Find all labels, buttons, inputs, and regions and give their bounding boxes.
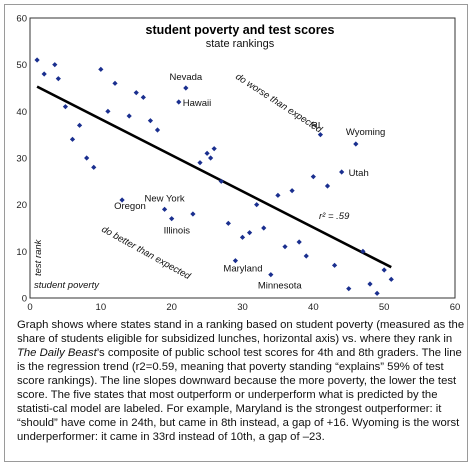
data-point	[346, 286, 352, 292]
data-point	[69, 136, 76, 142]
data-point	[374, 290, 380, 296]
data-point	[246, 230, 253, 236]
state-label: New York	[145, 193, 185, 204]
y-tick-label: 30	[16, 154, 27, 165]
state-label: Oregon	[114, 201, 146, 212]
data-point	[119, 197, 125, 203]
data-points	[34, 57, 394, 296]
data-point	[147, 118, 154, 124]
state-label: Illinois	[164, 226, 191, 237]
chart-frame	[4, 4, 468, 462]
state-label: Wyoming	[346, 127, 386, 138]
data-point	[161, 206, 168, 212]
data-point	[317, 132, 324, 138]
data-point	[98, 66, 104, 72]
data-point	[41, 71, 47, 77]
y-tick-label: 60	[16, 14, 27, 25]
data-point	[282, 244, 288, 250]
y-tick-label: 40	[16, 107, 27, 118]
data-point	[211, 146, 217, 152]
state-label: Utah	[349, 168, 369, 179]
data-point	[91, 164, 97, 170]
chart-subtitle: state rankings	[206, 38, 275, 50]
data-point	[176, 99, 182, 105]
data-point	[154, 127, 161, 133]
data-point	[268, 272, 274, 278]
data-point	[112, 80, 118, 86]
x-tick-label: 50	[379, 302, 390, 313]
x-tick-label: 10	[96, 302, 107, 313]
y-axis-label: test rank	[33, 238, 44, 276]
data-point	[310, 174, 316, 180]
data-point	[133, 90, 139, 96]
data-point	[360, 248, 366, 254]
data-point	[296, 239, 302, 245]
data-point	[62, 104, 69, 110]
data-point	[190, 211, 196, 217]
data-point	[232, 258, 239, 264]
data-point	[169, 216, 175, 222]
x-tick-label: 20	[166, 302, 177, 313]
data-point	[367, 281, 373, 287]
data-point	[324, 183, 331, 189]
r-squared-label: r² = .59	[319, 211, 350, 222]
state-label: Maryland	[223, 264, 262, 275]
chart-caption: Graph shows where states stand in a rank…	[17, 318, 465, 444]
data-point	[225, 220, 231, 226]
data-point	[381, 267, 387, 273]
data-point	[289, 188, 295, 194]
data-point	[34, 57, 40, 63]
data-point	[76, 122, 83, 128]
chart-title: student poverty and test scores	[146, 23, 335, 37]
data-point	[126, 113, 132, 119]
data-point	[353, 141, 359, 147]
x-axis-label: student poverty	[34, 280, 100, 291]
x-tick-label: 60	[450, 302, 461, 313]
data-point	[55, 76, 61, 82]
data-point	[208, 155, 214, 161]
caption-part-1: Graph shows where states stand in a rank…	[17, 319, 465, 345]
x-tick-label: 0	[27, 302, 32, 313]
x-tick-label: 30	[237, 302, 248, 313]
data-point	[261, 225, 267, 231]
data-point	[339, 169, 345, 175]
annotation-worse-than-expected: do worse than expected	[233, 71, 324, 136]
caption-publication-name: The Daily Beast	[17, 347, 97, 359]
data-point	[204, 150, 210, 156]
data-point	[239, 234, 246, 240]
plot-area	[29, 17, 456, 299]
data-point	[303, 253, 309, 259]
state-label: RI	[311, 121, 321, 132]
data-point	[388, 276, 394, 282]
y-axis-ticks: 0 10 20 30 40 50 60	[16, 14, 27, 305]
y-tick-label: 10	[16, 247, 27, 258]
y-tick-label: 50	[16, 60, 27, 71]
data-point	[140, 94, 146, 100]
data-point	[183, 85, 189, 91]
data-point	[52, 62, 58, 68]
x-axis-ticks: 0 10 20 30 40 50 60	[27, 302, 460, 313]
state-label: Nevada	[169, 72, 202, 83]
state-label: Minnesota	[258, 281, 303, 292]
data-point	[84, 155, 90, 161]
data-point	[105, 108, 111, 114]
x-tick-label: 40	[308, 302, 319, 313]
caption-part-2: ’s composite of public school test score…	[17, 347, 462, 443]
data-point	[275, 192, 281, 198]
data-point	[331, 262, 338, 268]
y-tick-label: 0	[22, 294, 27, 305]
state-label: Hawaii	[183, 98, 212, 109]
data-point	[254, 202, 260, 208]
data-point	[218, 178, 224, 184]
y-tick-label: 20	[16, 200, 27, 211]
data-point	[197, 160, 203, 166]
regression-trend-line	[36, 85, 392, 269]
